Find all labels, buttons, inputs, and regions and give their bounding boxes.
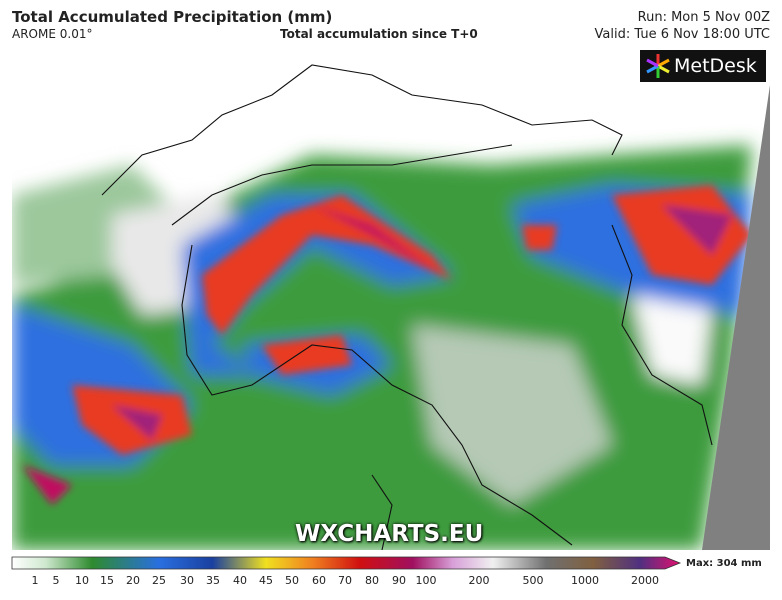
- logo-box: MetDesk: [640, 50, 766, 82]
- max-label: Max: 304 mm: [686, 558, 762, 569]
- colorbar-scale: [11, 556, 682, 570]
- colorbar-label: 200: [469, 574, 490, 587]
- colorbar-label: 20: [126, 574, 140, 587]
- run: Run: Mon 5 Nov 00Z: [637, 10, 770, 25]
- map: [12, 45, 770, 550]
- valid: Valid: Tue 6 Nov 18:00 UTC: [594, 27, 770, 42]
- colorbar-label: 60: [312, 574, 326, 587]
- colorbar-label: 1: [32, 574, 39, 587]
- colorbar-label: 90: [392, 574, 406, 587]
- watermark: WXCHARTS.EU: [295, 521, 484, 547]
- logo-icon: [646, 54, 670, 78]
- colorbar-label: 10: [75, 574, 89, 587]
- colorbar-label: 500: [523, 574, 544, 587]
- colorbar-label: 70: [338, 574, 352, 587]
- model: AROME 0.01°: [12, 27, 93, 41]
- colorbar-label: 30: [180, 574, 194, 587]
- title: Total Accumulated Precipitation (mm): [12, 8, 333, 26]
- colorbar-label: 1000: [571, 574, 599, 587]
- colorbar-label: 25: [152, 574, 166, 587]
- colorbar: Max: 304 mm 1 5 10 15 20 25 30 35 40 45 50 60 70 80 90…: [11, 556, 762, 587]
- colorbar-label: 100: [416, 574, 437, 587]
- colorbar-label: 50: [285, 574, 299, 587]
- colorbar-label: 80: [365, 574, 379, 587]
- subtitle: Total accumulation since T+0: [280, 27, 478, 41]
- colorbar-label: 2000: [631, 574, 659, 587]
- colorbar-label: 35: [206, 574, 220, 587]
- colorbar-label: 40: [233, 574, 247, 587]
- colorbar-label: 15: [100, 574, 114, 587]
- colorbar-label: 45: [259, 574, 273, 587]
- colorbar-label: 5: [53, 574, 60, 587]
- logo-text: MetDesk: [674, 55, 757, 77]
